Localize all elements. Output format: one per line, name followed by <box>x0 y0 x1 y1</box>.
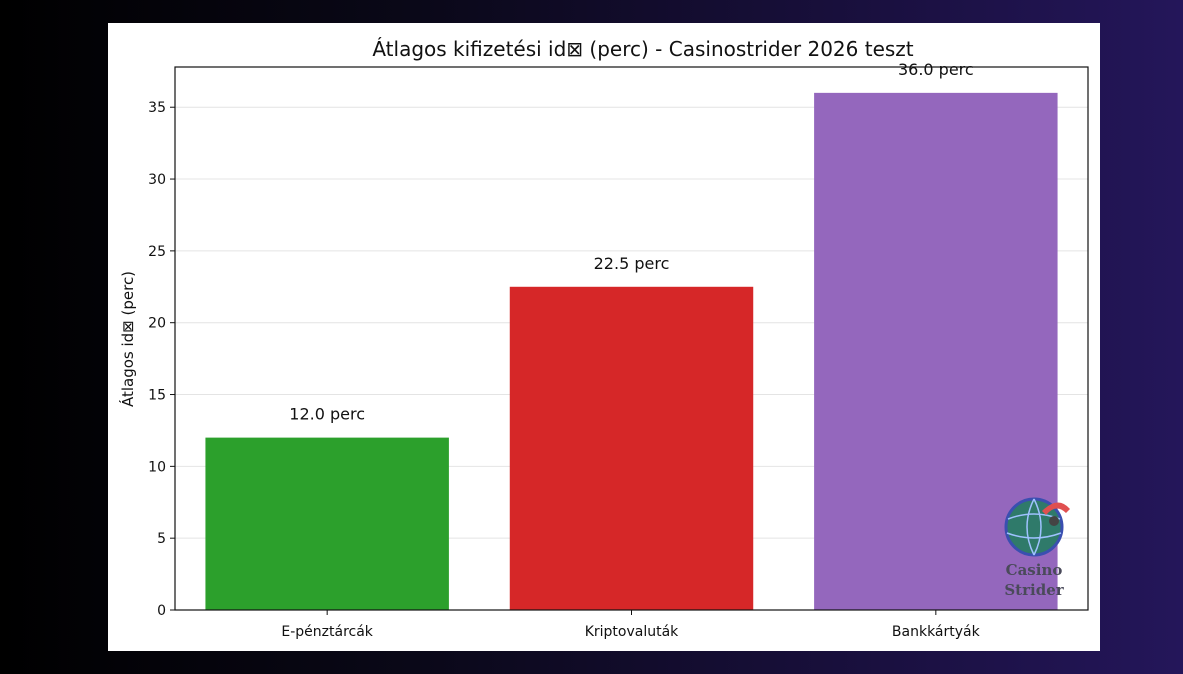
x-tick-label-0: E-pénztárcák <box>281 624 373 640</box>
x-tick-label-1: Kriptovaluták <box>585 624 679 640</box>
casinostrider-watermark: Casino Strider <box>1004 497 1070 599</box>
y-tick-label-7: 35 <box>148 100 166 116</box>
y-tick-label-6: 30 <box>148 172 166 188</box>
plot-frame <box>174 66 1089 611</box>
axes: 0 5 10 15 20 25 30 35 E-pénztárcák Kriptovaluták B… <box>148 66 1089 640</box>
watermark-line-1: Casino <box>1006 561 1063 579</box>
y-axis-label: Átlagos id⊠ (perc) <box>118 271 137 407</box>
y-tick-label-4: 20 <box>148 316 166 332</box>
bar-chart: 0 5 10 15 20 25 30 35 E-pénztárcák Kriptovaluták B… <box>118 37 1089 640</box>
data-label-1: 22.5 perc <box>594 254 670 273</box>
y-tick-label-5: 25 <box>148 244 166 260</box>
y-tick-label-1: 5 <box>157 531 166 547</box>
bar-0 <box>205 437 449 610</box>
chart-figure: 0 5 10 15 20 25 30 35 E-pénztárcák Kriptovaluták B… <box>108 23 1100 651</box>
globe-logo-icon <box>1004 497 1070 557</box>
watermark-line-2: Strider <box>1004 581 1064 599</box>
y-tick-label-3: 15 <box>148 388 166 404</box>
y-tick-label-0: 0 <box>157 603 166 619</box>
data-labels: 12.0 perc 22.5 perc 36.0 perc <box>289 60 973 424</box>
x-tick-label-2: Bankkártyák <box>892 624 981 640</box>
bars <box>205 92 1058 611</box>
data-label-0: 12.0 perc <box>289 405 365 424</box>
chart-title: Átlagos kifizetési id⊠ (perc) - Casinost… <box>372 37 913 61</box>
data-label-2: 36.0 perc <box>898 60 974 79</box>
bar-1 <box>509 286 754 610</box>
y-tick-label-2: 10 <box>148 459 166 475</box>
